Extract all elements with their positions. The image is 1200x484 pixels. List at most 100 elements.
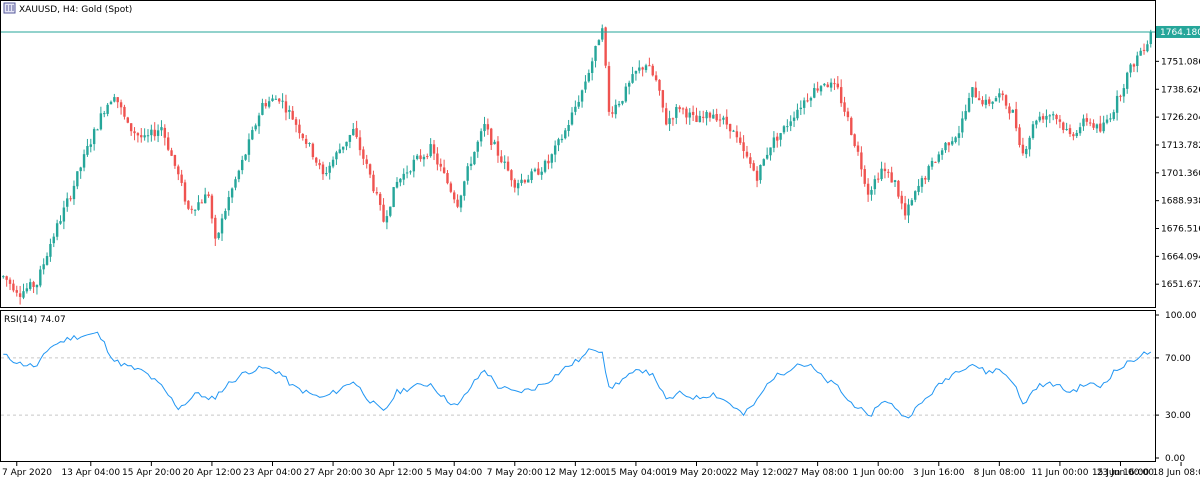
- candle: [789, 115, 792, 132]
- candle-body: [405, 172, 409, 174]
- candle: [288, 105, 291, 120]
- candle-body: [685, 108, 688, 118]
- candle-body: [850, 117, 853, 135]
- candle: [547, 154, 550, 170]
- candle-body: [967, 98, 971, 112]
- price-axis-label: 1713.782: [1161, 141, 1200, 151]
- candle-body: [469, 163, 473, 166]
- candle: [782, 125, 786, 135]
- candle-body: [574, 106, 577, 112]
- candle-body: [839, 87, 843, 104]
- candle-body: [947, 142, 951, 146]
- candle: [197, 195, 200, 211]
- candle-body: [79, 167, 82, 172]
- candle-body: [160, 127, 163, 131]
- candle: [735, 125, 739, 143]
- candle-body: [964, 111, 967, 120]
- candle-body: [607, 66, 611, 112]
- candle-body: [611, 112, 614, 114]
- candle: [247, 133, 251, 163]
- candle: [264, 99, 267, 109]
- candle: [873, 175, 877, 195]
- candle: [126, 116, 130, 124]
- candle-body: [577, 101, 580, 107]
- candle: [836, 76, 840, 90]
- candle: [688, 108, 691, 125]
- candle: [207, 191, 210, 198]
- candle-body: [1072, 134, 1075, 137]
- candle-body: [638, 67, 641, 71]
- candle: [389, 206, 392, 218]
- candle-body: [1085, 118, 1089, 122]
- candle: [136, 132, 140, 143]
- candle-body: [200, 202, 204, 204]
- candle-body: [1041, 116, 1045, 120]
- candle-body: [493, 141, 496, 145]
- candle-body: [271, 98, 274, 102]
- candle: [82, 149, 86, 172]
- candle-body: [1102, 122, 1105, 132]
- candle-body: [739, 137, 742, 143]
- candle: [695, 107, 698, 123]
- candle: [1109, 113, 1112, 123]
- candle-body: [590, 61, 594, 73]
- candle: [1139, 47, 1142, 56]
- price-axis-label: 1701.360: [1161, 169, 1200, 179]
- candle: [523, 179, 527, 184]
- candle-body: [601, 28, 604, 40]
- candle-body: [897, 180, 900, 197]
- candle: [644, 63, 648, 73]
- candle: [294, 116, 298, 133]
- candle: [352, 122, 355, 136]
- rsi-axis-label: 0.00: [1165, 454, 1185, 464]
- candle: [395, 177, 399, 189]
- candle-body: [204, 194, 207, 204]
- candle-body: [392, 187, 395, 207]
- candle-body: [486, 124, 490, 130]
- candle-body: [150, 129, 153, 136]
- candle: [937, 151, 940, 164]
- candle-body: [735, 131, 739, 138]
- candle: [776, 132, 779, 148]
- candle-body: [5, 276, 8, 280]
- candle: [1001, 90, 1004, 101]
- candle-body: [69, 198, 72, 200]
- candle-body: [66, 198, 69, 207]
- candle: [705, 110, 708, 126]
- candle-body: [702, 116, 705, 118]
- candle-body: [745, 151, 749, 157]
- candle: [530, 168, 533, 184]
- candle: [638, 60, 641, 74]
- candle-body: [123, 106, 126, 117]
- candle: [385, 210, 389, 230]
- candle: [897, 179, 900, 199]
- candle: [728, 123, 732, 139]
- rsi-panel: RSI(14) 74.07 100.00 70.00 30.00 0.00: [0, 310, 1197, 464]
- candle: [129, 123, 133, 136]
- candle-body: [301, 133, 304, 139]
- price-panel: XAUUSD, H4: Gold (Spot) 1751.086 1738.626…: [0, 0, 1200, 308]
- candle: [1129, 63, 1132, 78]
- candle-body: [422, 156, 426, 160]
- time-axis-label: 23 Jun 00:00: [1097, 468, 1154, 478]
- candle-body: [429, 144, 432, 157]
- candle-body: [237, 170, 241, 180]
- candle: [156, 124, 160, 143]
- candle-body: [436, 153, 439, 165]
- candle: [422, 154, 426, 167]
- rsi-axis-label: 30.00: [1165, 411, 1191, 421]
- candle-body: [547, 160, 550, 164]
- candle: [251, 126, 254, 141]
- candle-body: [944, 142, 947, 151]
- candle: [301, 133, 304, 141]
- candle: [974, 81, 977, 98]
- candle: [732, 129, 735, 132]
- candle: [311, 142, 315, 160]
- candle-body: [816, 88, 819, 91]
- candle-body: [621, 101, 624, 104]
- candle: [853, 133, 856, 148]
- rsi-axis: 100.00 70.00 30.00 0.00: [1155, 311, 1197, 464]
- candle: [89, 138, 92, 153]
- candle: [298, 119, 301, 139]
- candle: [917, 179, 920, 196]
